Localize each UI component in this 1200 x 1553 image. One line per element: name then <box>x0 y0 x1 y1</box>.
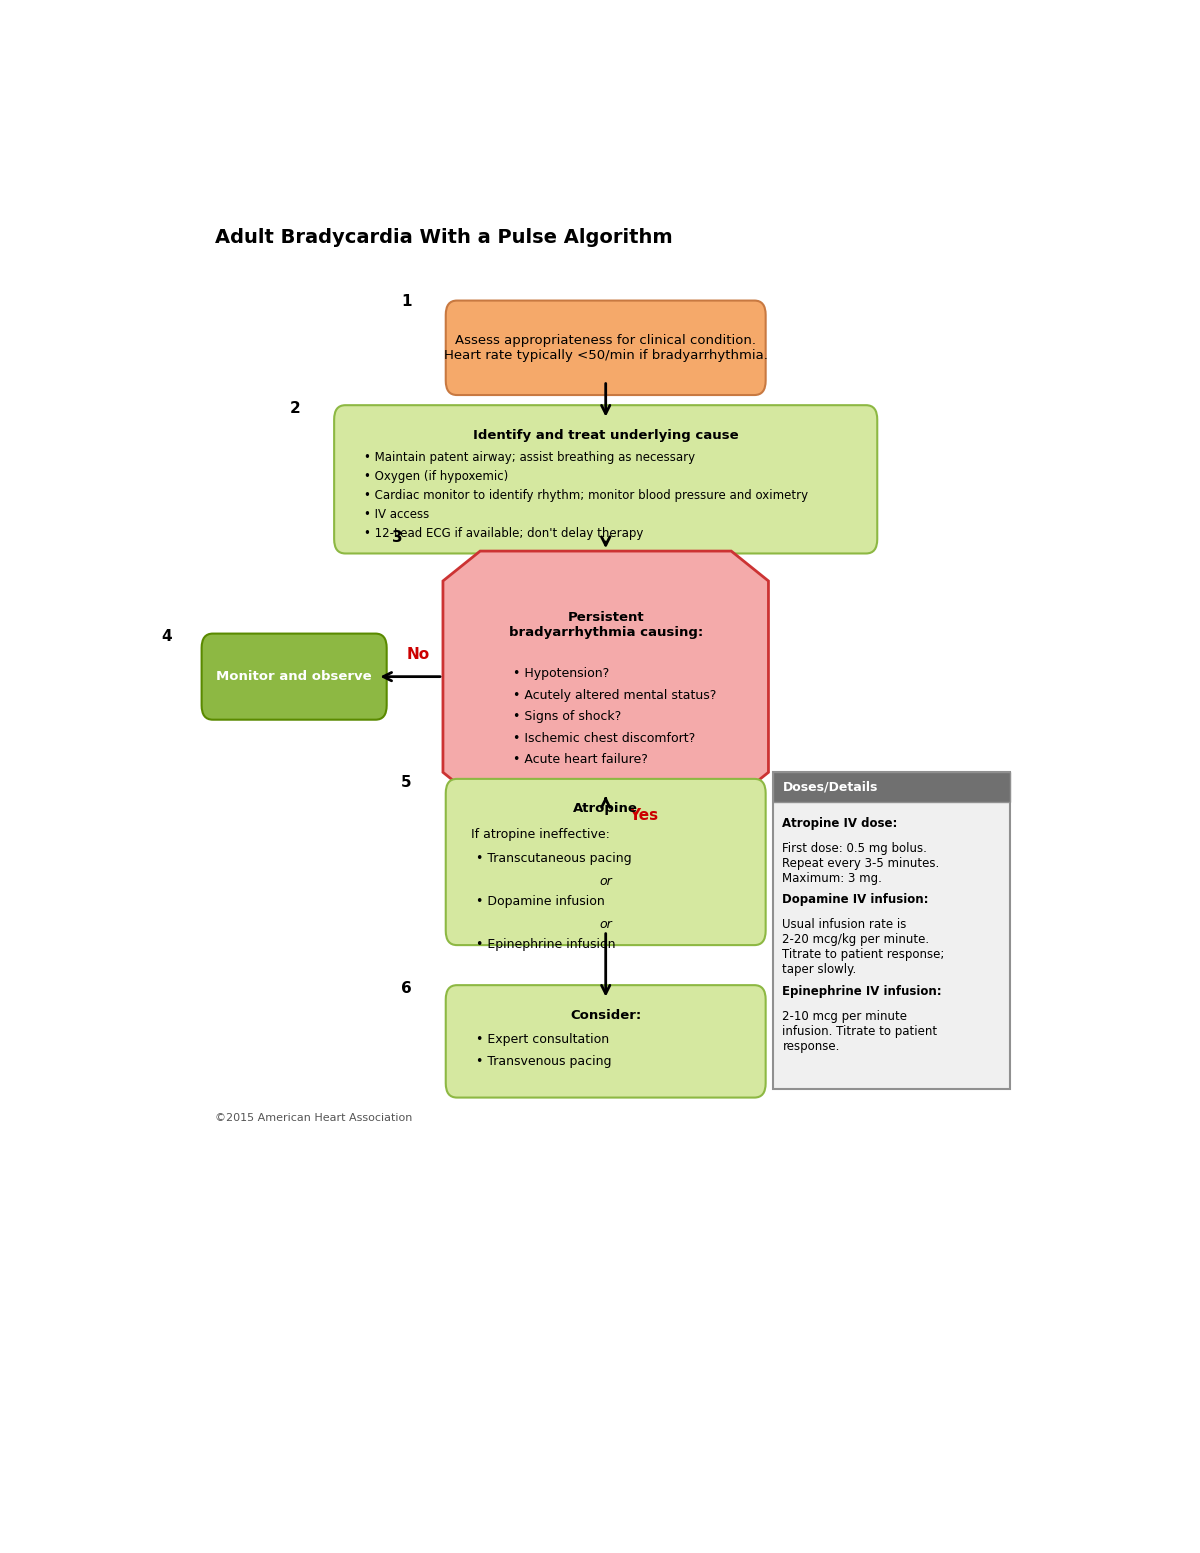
Text: 1: 1 <box>401 294 412 309</box>
Text: • Maintain patent airway; assist breathing as necessary: • Maintain patent airway; assist breathi… <box>364 450 695 464</box>
FancyBboxPatch shape <box>445 780 766 946</box>
Text: 4: 4 <box>162 629 173 644</box>
Text: Epinephrine IV infusion:: Epinephrine IV infusion: <box>782 985 942 999</box>
Text: • Hypotension?: • Hypotension? <box>512 668 608 680</box>
Text: • Expert consultation: • Expert consultation <box>475 1033 608 1047</box>
Text: Persistent
bradyarrhythmia causing:: Persistent bradyarrhythmia causing: <box>509 610 703 638</box>
Text: • Signs of shock?: • Signs of shock? <box>512 710 620 724</box>
Text: • Dopamine infusion: • Dopamine infusion <box>475 895 605 909</box>
Text: • Epinephrine infusion: • Epinephrine infusion <box>475 938 616 950</box>
Text: or: or <box>599 874 612 888</box>
Polygon shape <box>443 551 768 803</box>
Text: • 12-Lead ECG if available; don't delay therapy: • 12-Lead ECG if available; don't delay … <box>364 526 643 540</box>
Text: 2: 2 <box>289 401 300 416</box>
FancyBboxPatch shape <box>334 405 877 553</box>
FancyBboxPatch shape <box>445 985 766 1098</box>
Text: Usual infusion rate is
2-20 mcg/kg per minute.
Titrate to patient response;
tape: Usual infusion rate is 2-20 mcg/kg per m… <box>782 918 944 977</box>
Text: • Ischemic chest discomfort?: • Ischemic chest discomfort? <box>512 731 695 744</box>
Text: • Acute heart failure?: • Acute heart failure? <box>512 753 648 766</box>
Text: Adult Bradycardia With a Pulse Algorithm: Adult Bradycardia With a Pulse Algorithm <box>215 228 673 247</box>
Text: • Oxygen (if hypoxemic): • Oxygen (if hypoxemic) <box>364 469 508 483</box>
Text: 3: 3 <box>391 530 402 545</box>
FancyBboxPatch shape <box>773 772 1010 803</box>
Text: Doses/Details: Doses/Details <box>782 781 877 794</box>
Text: Atropine: Atropine <box>574 801 638 815</box>
Text: 5: 5 <box>401 775 412 789</box>
Text: • Acutely altered mental status?: • Acutely altered mental status? <box>512 688 716 702</box>
FancyBboxPatch shape <box>445 301 766 394</box>
FancyBboxPatch shape <box>202 634 386 719</box>
Text: Identify and treat underlying cause: Identify and treat underlying cause <box>473 429 738 443</box>
Text: Assess appropriateness for clinical condition.
Heart rate typically <50/min if b: Assess appropriateness for clinical cond… <box>444 334 768 362</box>
Text: No: No <box>407 648 430 662</box>
Text: • IV access: • IV access <box>364 508 430 522</box>
Text: or: or <box>599 918 612 930</box>
Text: • Cardiac monitor to identify rhythm; monitor blood pressure and oximetry: • Cardiac monitor to identify rhythm; mo… <box>364 489 808 502</box>
Text: First dose: 0.5 mg bolus.
Repeat every 3-5 minutes.
Maximum: 3 mg.: First dose: 0.5 mg bolus. Repeat every 3… <box>782 842 940 885</box>
Text: If atropine ineffective:: If atropine ineffective: <box>470 828 610 840</box>
Text: Yes: Yes <box>629 808 658 823</box>
Text: Monitor and observe: Monitor and observe <box>216 671 372 683</box>
Text: • Transvenous pacing: • Transvenous pacing <box>475 1054 611 1067</box>
Text: 6: 6 <box>401 981 412 995</box>
Text: ©2015 American Heart Association: ©2015 American Heart Association <box>215 1114 413 1123</box>
Text: Dopamine IV infusion:: Dopamine IV infusion: <box>782 893 929 905</box>
Text: Consider:: Consider: <box>570 1009 641 1022</box>
Text: Atropine IV dose:: Atropine IV dose: <box>782 817 898 829</box>
FancyBboxPatch shape <box>773 772 1010 1089</box>
Text: • Transcutaneous pacing: • Transcutaneous pacing <box>475 853 631 865</box>
Text: 2-10 mcg per minute
infusion. Titrate to patient
response.: 2-10 mcg per minute infusion. Titrate to… <box>782 1011 937 1053</box>
